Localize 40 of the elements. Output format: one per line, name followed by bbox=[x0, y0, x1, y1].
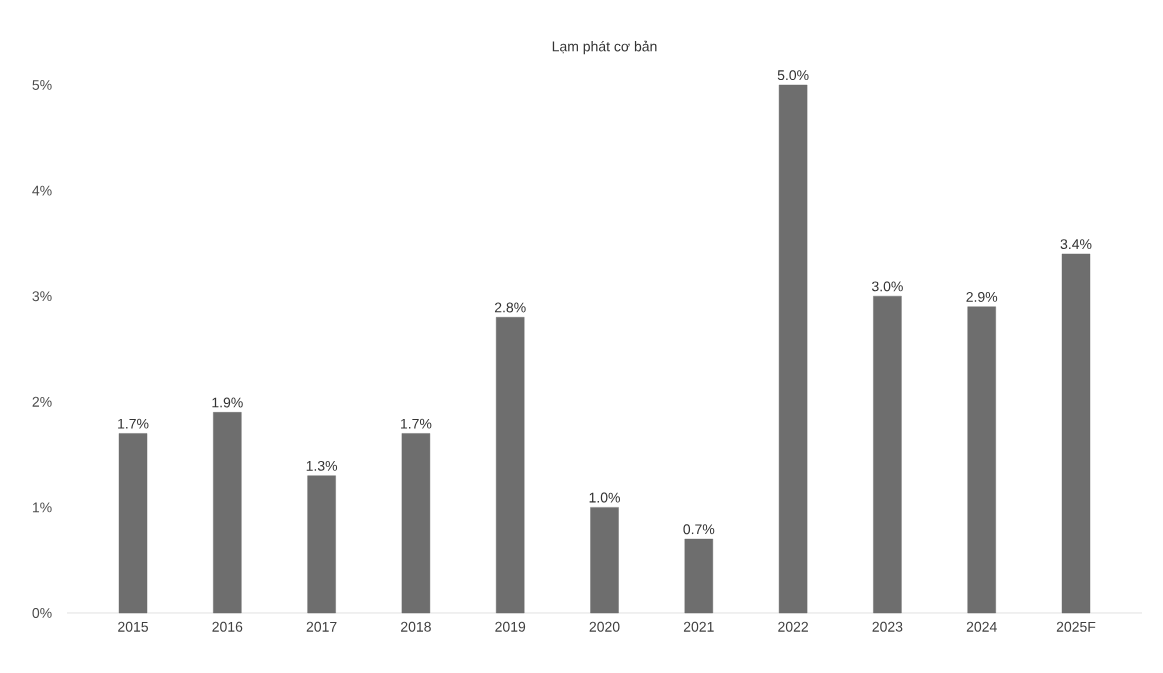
data-label: 1.7% bbox=[118, 418, 149, 429]
bar bbox=[401, 433, 431, 614]
x-tick-label: 2023 bbox=[872, 621, 903, 632]
bar bbox=[118, 433, 148, 614]
y-tick-label: 3% bbox=[32, 291, 52, 302]
bar bbox=[1061, 253, 1091, 614]
x-tick-label: 2017 bbox=[306, 621, 337, 632]
bar bbox=[213, 412, 242, 614]
y-tick-label: 4% bbox=[32, 185, 52, 196]
data-label: 3.0% bbox=[871, 281, 903, 292]
data-label: 1.7% bbox=[401, 418, 432, 429]
x-tick-label: 2021 bbox=[683, 621, 714, 632]
x-tick-label: 2019 bbox=[495, 621, 526, 632]
bar bbox=[307, 475, 336, 614]
data-label: 1.0% bbox=[589, 492, 620, 503]
x-tick-label: 2020 bbox=[589, 621, 620, 632]
x-tick-label: 2025F bbox=[1056, 621, 1096, 632]
x-tick-label: 2024 bbox=[966, 621, 997, 632]
bar bbox=[778, 84, 808, 614]
x-tick-label: 2022 bbox=[778, 621, 808, 632]
bar bbox=[684, 538, 714, 614]
chart-title: Lạm phát cơ bản bbox=[552, 40, 657, 55]
x-tick-label: 2016 bbox=[212, 621, 243, 632]
data-label: 5.0% bbox=[777, 70, 809, 81]
data-label: 1.3% bbox=[306, 460, 338, 471]
data-label: 0.7% bbox=[683, 524, 715, 535]
x-tick-label: 2015 bbox=[118, 621, 148, 632]
bar bbox=[590, 507, 619, 614]
y-tick-label: 0% bbox=[32, 608, 52, 618]
y-tick-label: 2% bbox=[32, 396, 52, 407]
data-label: 1.9% bbox=[212, 397, 243, 408]
bar bbox=[496, 317, 525, 614]
y-tick-label: 1% bbox=[32, 502, 52, 513]
y-tick-label: 5% bbox=[32, 80, 52, 90]
x-tick-label: 2018 bbox=[401, 621, 431, 632]
bar bbox=[873, 295, 902, 614]
data-label: 2.9% bbox=[966, 291, 998, 302]
data-label: 2.8% bbox=[494, 302, 526, 313]
bar bbox=[967, 306, 996, 614]
data-label: 3.4% bbox=[1060, 239, 1092, 250]
